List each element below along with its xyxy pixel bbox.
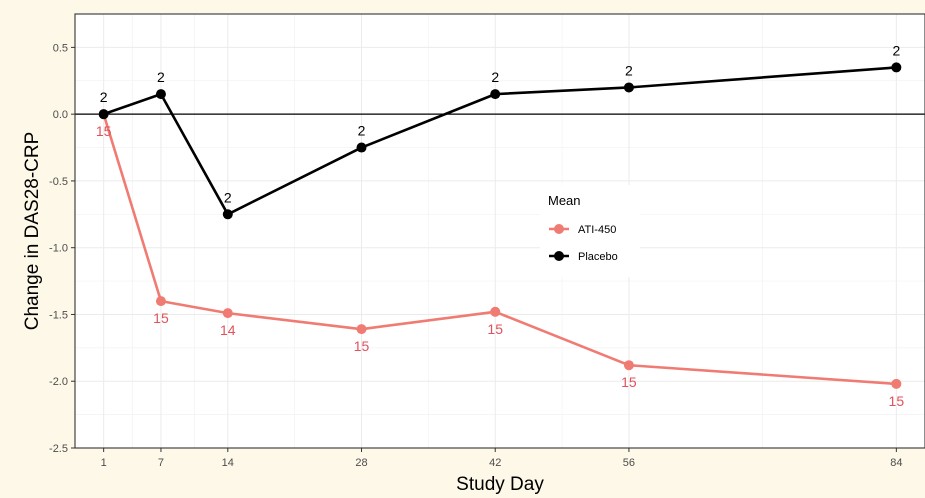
legend-item-label: Placebo — [578, 251, 618, 263]
sample-size-label: 15 — [621, 374, 637, 390]
y-tick-label: -2.5 — [49, 443, 68, 455]
data-point — [356, 142, 367, 153]
y-axis-title: Change in DAS28-CRP — [22, 132, 43, 331]
x-tick-label: 42 — [489, 457, 501, 469]
x-tick-label: 56 — [623, 457, 635, 469]
x-tick-label: 28 — [355, 457, 367, 469]
x-tick-label: 14 — [222, 457, 234, 469]
data-point — [98, 109, 109, 120]
y-tick-label: 0.5 — [53, 42, 68, 54]
data-point — [891, 62, 902, 73]
sample-size-label: 15 — [889, 393, 905, 409]
sample-size-label: 15 — [96, 123, 112, 139]
sample-size-label: 14 — [220, 322, 236, 338]
y-tick-label: -2.0 — [49, 376, 68, 388]
data-point — [490, 306, 501, 317]
legend-item-label: ATI-450 — [578, 224, 616, 236]
sample-size-label: 2 — [358, 123, 366, 139]
y-tick-label: -0.5 — [49, 176, 68, 188]
data-point — [155, 296, 166, 307]
sample-size-label: 2 — [491, 69, 499, 85]
y-tick-label: -1.0 — [49, 243, 68, 255]
data-point — [623, 360, 634, 371]
sample-size-label: 2 — [625, 62, 633, 78]
plot-border — [74, 13, 925, 449]
y-tick-label: -1.5 — [49, 309, 68, 321]
sample-size-label: 2 — [157, 69, 165, 85]
sample-size-label: 15 — [487, 321, 503, 337]
data-point — [222, 209, 233, 220]
x-axis-title: Study Day — [456, 474, 544, 495]
y-tick-label: 0.0 — [53, 109, 68, 121]
x-tick-label: 84 — [890, 457, 902, 469]
data-point — [891, 378, 902, 389]
plot-panel — [75, 14, 925, 448]
sample-size-label: 15 — [153, 310, 169, 326]
x-tick-label: 7 — [158, 457, 164, 469]
sample-size-label: 15 — [354, 338, 370, 354]
data-point — [623, 82, 634, 93]
data-point — [222, 308, 233, 319]
data-point — [356, 324, 367, 335]
x-tick-label: 1 — [101, 457, 107, 469]
sample-size-label: 2 — [100, 89, 108, 105]
legend-title: Mean — [548, 193, 581, 208]
sample-size-label: 2 — [892, 42, 900, 58]
data-point — [155, 89, 166, 100]
sample-size-label: 2 — [224, 189, 232, 205]
legend-key-point — [554, 224, 564, 234]
data-point — [490, 89, 501, 100]
legend-key-point — [554, 251, 564, 261]
